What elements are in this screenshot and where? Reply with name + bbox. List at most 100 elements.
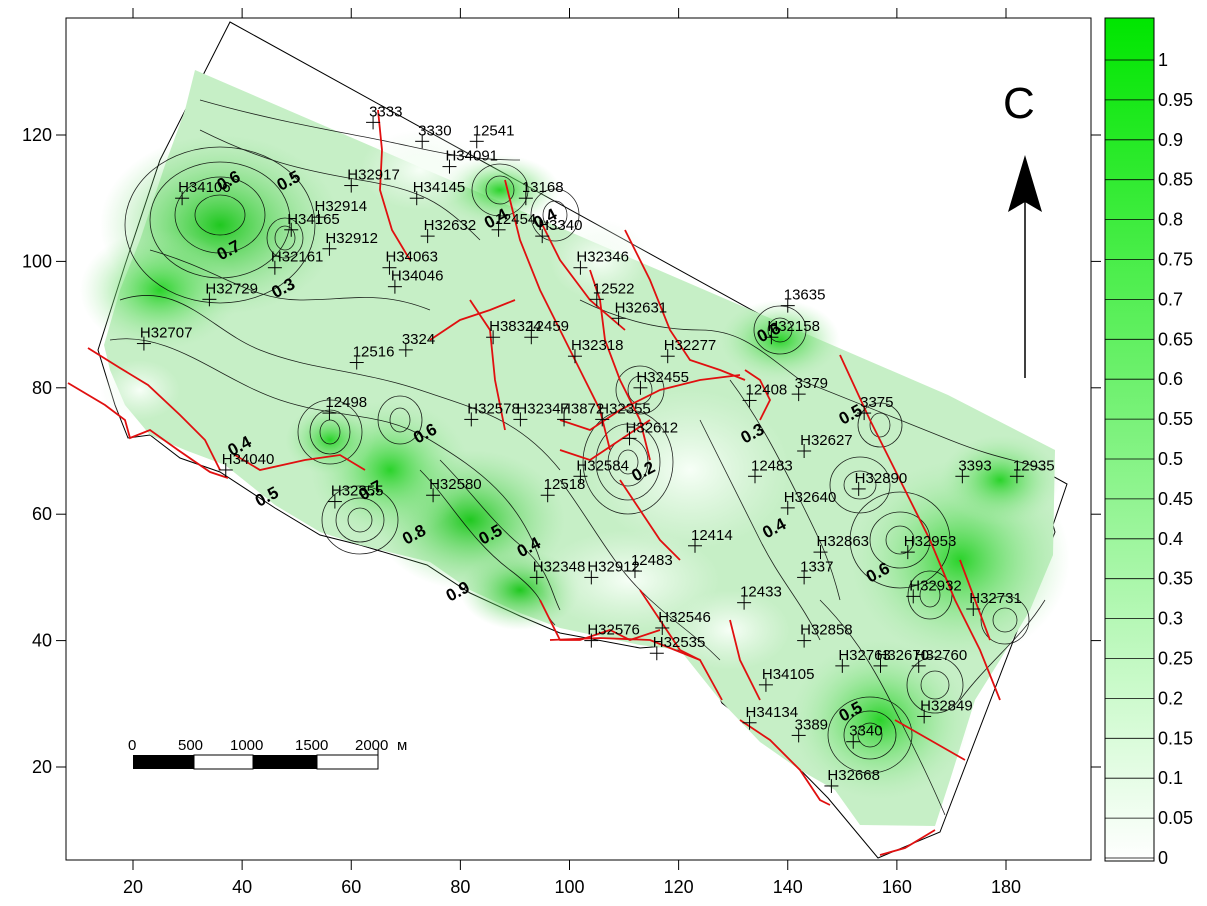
legend-label: 0.65 [1158,329,1193,349]
well-marker: Н32346 [573,249,629,275]
well-label: Н32580 [429,476,482,493]
well-label: 1337 [800,558,833,575]
well-marker: 12935 [1009,457,1055,484]
well-marker: 12518 [540,476,585,503]
scale-label-0: 0 [128,737,136,754]
well-marker: Н32932 [906,577,962,604]
well-marker: Н32863 [813,533,869,560]
well-label: Н32632 [424,217,477,234]
well-marker: 12516 [349,344,394,370]
legend-label: 0.9 [1158,130,1183,150]
well-label: 12414 [691,527,733,544]
well-label: 12935 [1013,457,1055,474]
well-marker: Н34165 [284,211,340,237]
well-marker: Н32347 [513,400,569,427]
well-label: 12459 [527,318,569,335]
well-label: Н32849 [920,697,973,714]
well-label: Н32346 [576,249,629,266]
well-marker: Н34106 [175,179,231,206]
well-marker: Н32277 [660,337,716,364]
well-marker: 12522 [589,280,635,307]
well-marker: Н32912 [322,230,378,256]
well-label: Н34046 [391,268,444,285]
well-marker: Н32576 [584,622,640,648]
well-label: Н34165 [287,211,340,228]
legend-color-bar [1104,17,1155,862]
well-label: Н3340 [538,217,582,234]
y-tick-label: 120 [22,125,52,145]
well-label: Н32584 [576,457,629,474]
well-label: Н34106 [178,179,231,196]
well-label: Н32158 [767,318,820,335]
well-marker: Н32455 [633,369,689,395]
well-marker: Н38324 [486,318,542,345]
well-label: Н32640 [784,489,837,506]
well-label: 12483 [751,457,793,474]
well-marker: Н32670 [873,647,929,673]
well-label: Н32347 [516,400,569,417]
legend-label: 0.45 [1158,489,1193,509]
legend-label: 0.5 [1158,449,1183,469]
legend-label: 0.35 [1158,569,1193,589]
well-marker: Н34046 [387,268,444,294]
well-label: 12541 [473,122,515,139]
well-marker: Н32707 [136,325,192,351]
well-label: Н32355 [331,483,384,500]
well-label: 3375 [860,394,893,411]
well-marker: 3340 [846,723,883,749]
well-label: 12433 [740,584,782,601]
well-marker: Н32640 [780,489,837,515]
well-marker: Н32355 [327,483,384,509]
well-marker: Н3872 [557,400,604,427]
well-marker: 13635 [780,287,826,313]
well-label: Н34145 [413,179,466,196]
well-marker: 3330 [415,122,452,149]
well-marker: Н32355 [595,400,651,427]
well-label: Н32161 [271,249,324,266]
x-tick-label: 120 [664,877,694,897]
y-tick-label: 20 [32,757,52,777]
well-label: 3333 [369,103,402,120]
well-marker: Н32760 [911,647,967,673]
scale-bar: 0 500 1000 1500 2000 м [128,737,407,770]
north-arrow-head-icon [1008,155,1042,212]
well-label: 12498 [325,394,367,411]
well-marker: Н32912 [584,558,640,585]
well-label: Н34063 [385,249,438,266]
well-label: Н32612 [626,419,679,436]
well-label: Н32627 [800,432,853,449]
well-label: 13635 [784,287,826,304]
well-label: Н34091 [445,148,498,165]
well-marker: Н32858 [797,622,853,648]
well-marker: Н34063 [382,249,438,275]
legend-label: 0 [1158,848,1168,868]
well-label: Н32890 [855,470,908,487]
well-marker: 3333 [366,103,402,130]
well-label: 12408 [746,381,788,398]
well-label: Н32953 [904,533,957,550]
legend-label: 1 [1158,50,1168,70]
scale-label-500: 500 [178,737,203,754]
well-marker: Н32578 [464,400,520,427]
well-label: Н3872 [560,400,604,417]
well-marker: 12483 [748,457,793,484]
well-label: Н32535 [653,634,706,651]
well-label: Н32763 [838,647,891,664]
well-marker: Н32953 [900,533,957,560]
y-tick-label: 60 [32,504,52,524]
well-label: Н32858 [800,622,853,639]
well-marker: 1337 [797,558,833,585]
well-label: Н32348 [533,558,586,575]
well-marker: Н34145 [409,179,466,206]
well-label: Н32631 [615,299,668,316]
well-marker: Н34105 [758,666,814,692]
scale-label-1000: 1000 [230,737,263,754]
well-marker: Н32890 [851,470,908,496]
well-marker: Н32668 [824,767,880,793]
well-marker: Н34040 [218,451,274,477]
legend-label: 0.05 [1158,808,1193,828]
well-marker: Н3340 [535,217,582,244]
legend-label: 0.55 [1158,409,1193,429]
well-marker: Н32631 [611,299,668,326]
